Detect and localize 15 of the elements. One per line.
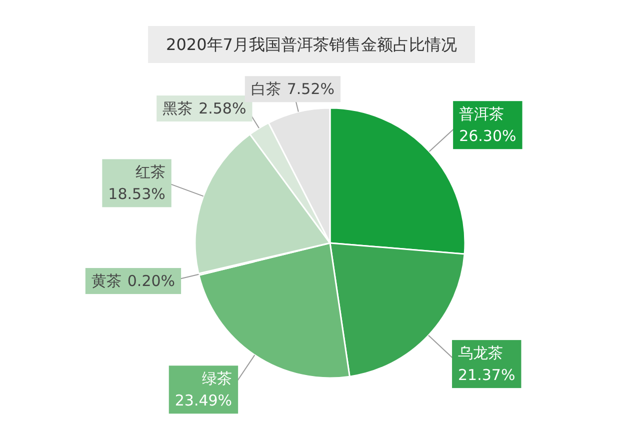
slice-label: 白茶 — [250, 80, 281, 98]
slice-label: 普洱茶 — [459, 105, 504, 124]
slice-label: 黑茶 — [162, 99, 193, 118]
data-label: 18.53% — [108, 185, 166, 204]
slice-label: 绿茶 — [202, 370, 232, 388]
slice-label: 乌龙茶 — [458, 344, 504, 362]
data-label: 21.37% — [458, 366, 516, 384]
data-label: 0.20% — [127, 272, 176, 290]
data-label: 2.58% — [198, 99, 246, 118]
data-label: 7.52% — [286, 80, 335, 98]
data-label: 26.30% — [459, 127, 516, 146]
data-label: 23.49% — [174, 392, 232, 410]
title: 2020年7月我国普洱茶销售金额占比情况 — [166, 35, 457, 54]
slice-label: 红茶 — [135, 163, 166, 182]
slice-label: 黄茶 — [91, 272, 122, 290]
